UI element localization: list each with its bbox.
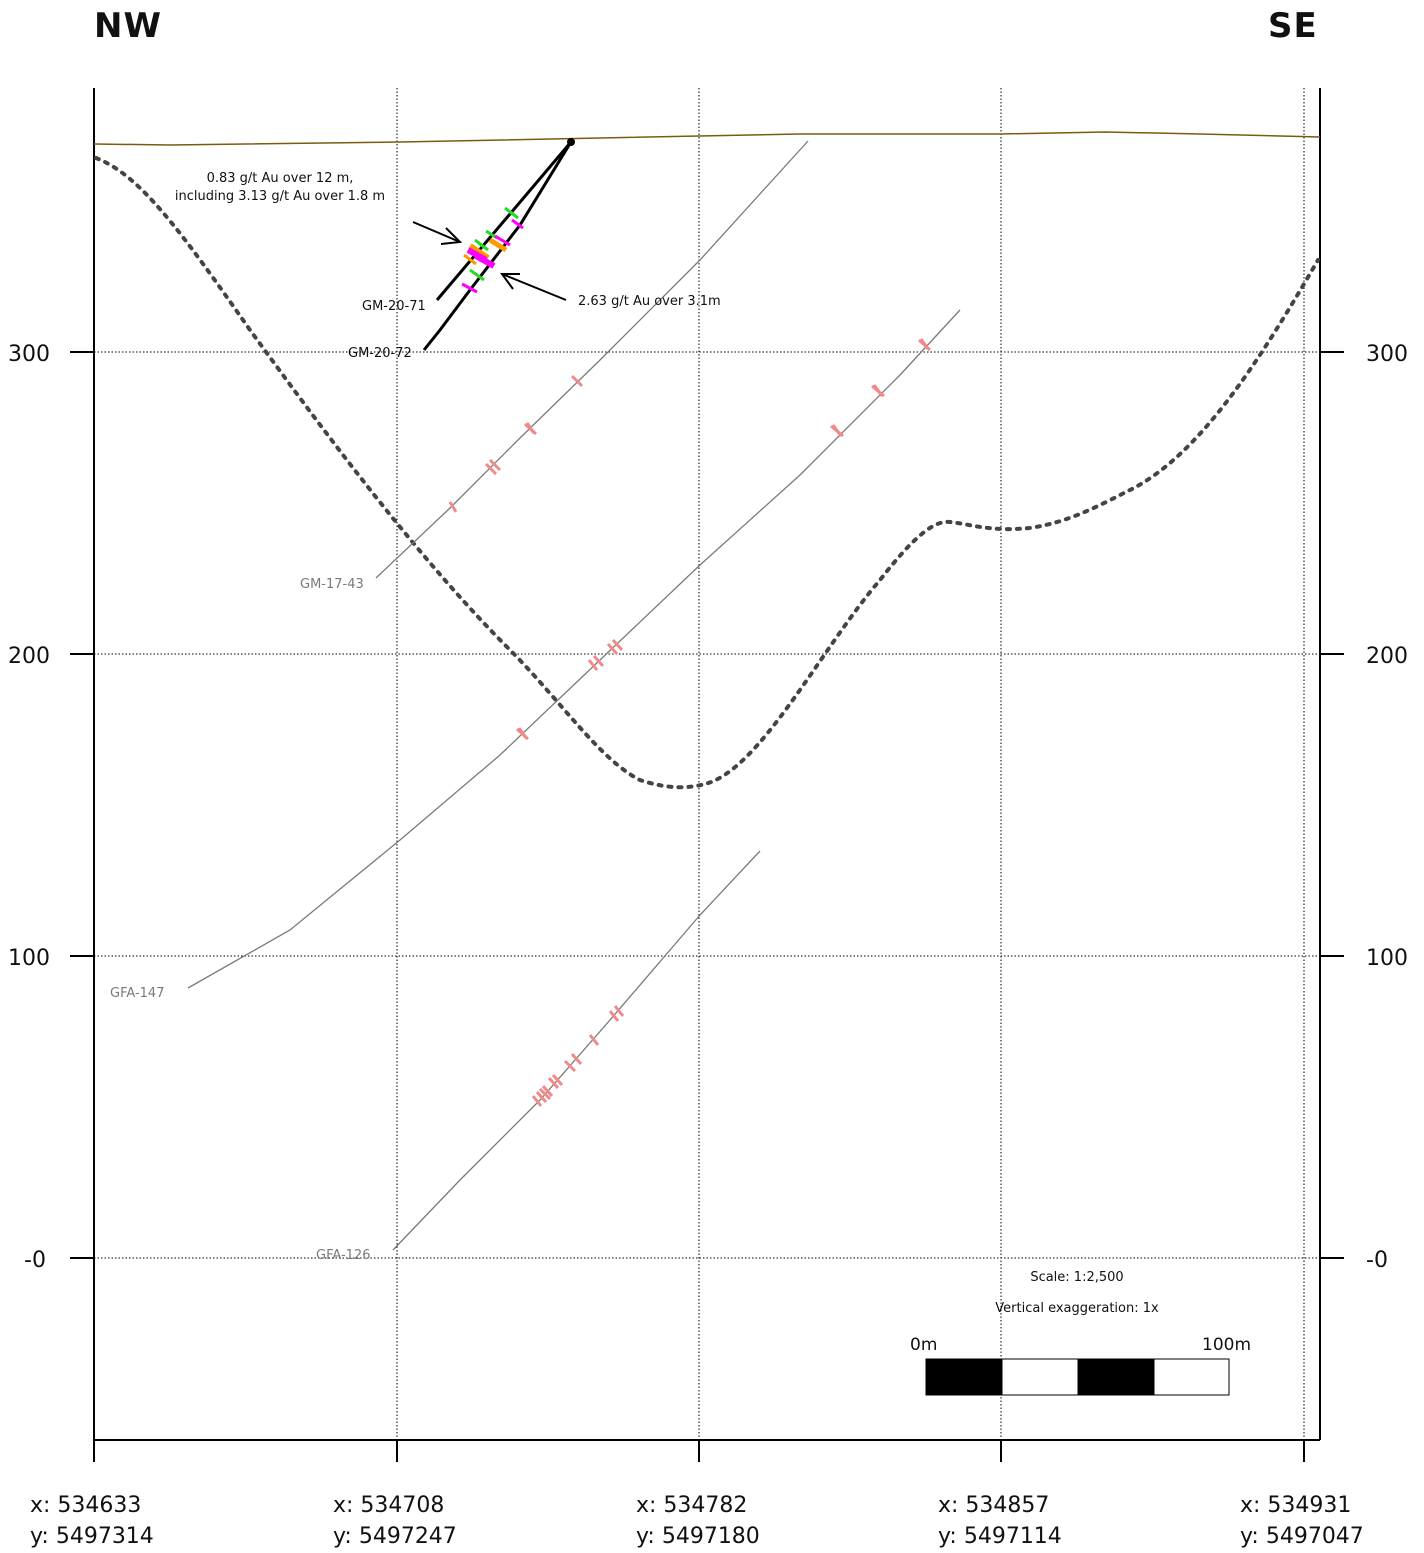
elev-label-left-100: 100: [8, 946, 50, 971]
vertical-gridlines: [396, 88, 1305, 1440]
coord-y-2: y: 5497180: [636, 1524, 760, 1549]
drillhole-gfa-126: [392, 850, 761, 1251]
elev-label-right-100: 100: [1366, 946, 1408, 971]
label-gfa-147: GFA-147: [110, 986, 164, 1001]
coord-y-3: y: 5497114: [938, 1524, 1062, 1549]
direction-nw: NW: [94, 6, 162, 46]
intercept-b: 2.63 g/t Au over 3.1m: [578, 294, 721, 309]
scale-ratio: Scale: 1:2,500: [1030, 1270, 1123, 1285]
annotation-arrow-b: [500, 273, 567, 301]
label-gm-20-72: GM-20-72: [348, 346, 412, 361]
elev-label-right-200: 200: [1366, 644, 1408, 669]
coord-x-0: x: 534633: [30, 1493, 141, 1518]
coord-x-4: x: 534931: [1240, 1493, 1351, 1518]
coord-y-4: y: 5497047: [1240, 1524, 1364, 1549]
vertical-exaggeration: Vertical exaggeration: 1x: [995, 1301, 1159, 1316]
drillhole-gfa-147: [187, 309, 961, 989]
mineralized-envelope: [94, 156, 1320, 790]
elev-label-left-300: 300: [8, 342, 50, 367]
sample-intervals: [448, 338, 932, 1107]
elev-label-right-0: -0: [1366, 1248, 1388, 1273]
topography-line: [93, 131, 1321, 146]
drillhole-gm-17-43: [375, 140, 809, 579]
coord-x-3: x: 534857: [938, 1493, 1049, 1518]
elev-label-left-0: -0: [24, 1248, 46, 1273]
tick-marks: [70, 351, 1344, 1462]
intercept-a-line1: 0.83 g/t Au over 12 m,: [207, 171, 354, 186]
elev-label-left-200: 200: [8, 644, 50, 669]
collar-gm-20: [567, 138, 575, 146]
coord-y-0: y: 5497314: [30, 1524, 154, 1549]
scale-bar-start: 0m: [910, 1335, 937, 1355]
elev-label-right-300: 300: [1366, 342, 1408, 367]
intercept-a-line2: including 3.13 g/t Au over 1.8 m: [175, 189, 385, 204]
label-gm-20-71: GM-20-71: [362, 299, 426, 314]
horizontal-gridlines: [94, 351, 1320, 1259]
scale-bar-end: 100m: [1202, 1335, 1251, 1355]
label-gm-17-43: GM-17-43: [300, 577, 364, 592]
gold-intercepts: [461, 206, 524, 294]
coordinate-labels: x: 534633 y: 5497314 x: 534708 y: 549724…: [30, 1493, 1364, 1549]
annotation-arrow-a: [412, 221, 463, 245]
direction-se: SE: [1268, 6, 1318, 46]
coord-y-1: y: 5497247: [333, 1524, 457, 1549]
drillhole-gm-20-71: [435, 141, 573, 301]
label-gfa-126: GFA-126: [316, 1248, 370, 1263]
drillhole-gm-20-72: [422, 141, 573, 351]
coord-x-2: x: 534782: [636, 1493, 747, 1518]
scale-bar: [925, 1358, 1230, 1396]
coord-x-1: x: 534708: [333, 1493, 444, 1518]
